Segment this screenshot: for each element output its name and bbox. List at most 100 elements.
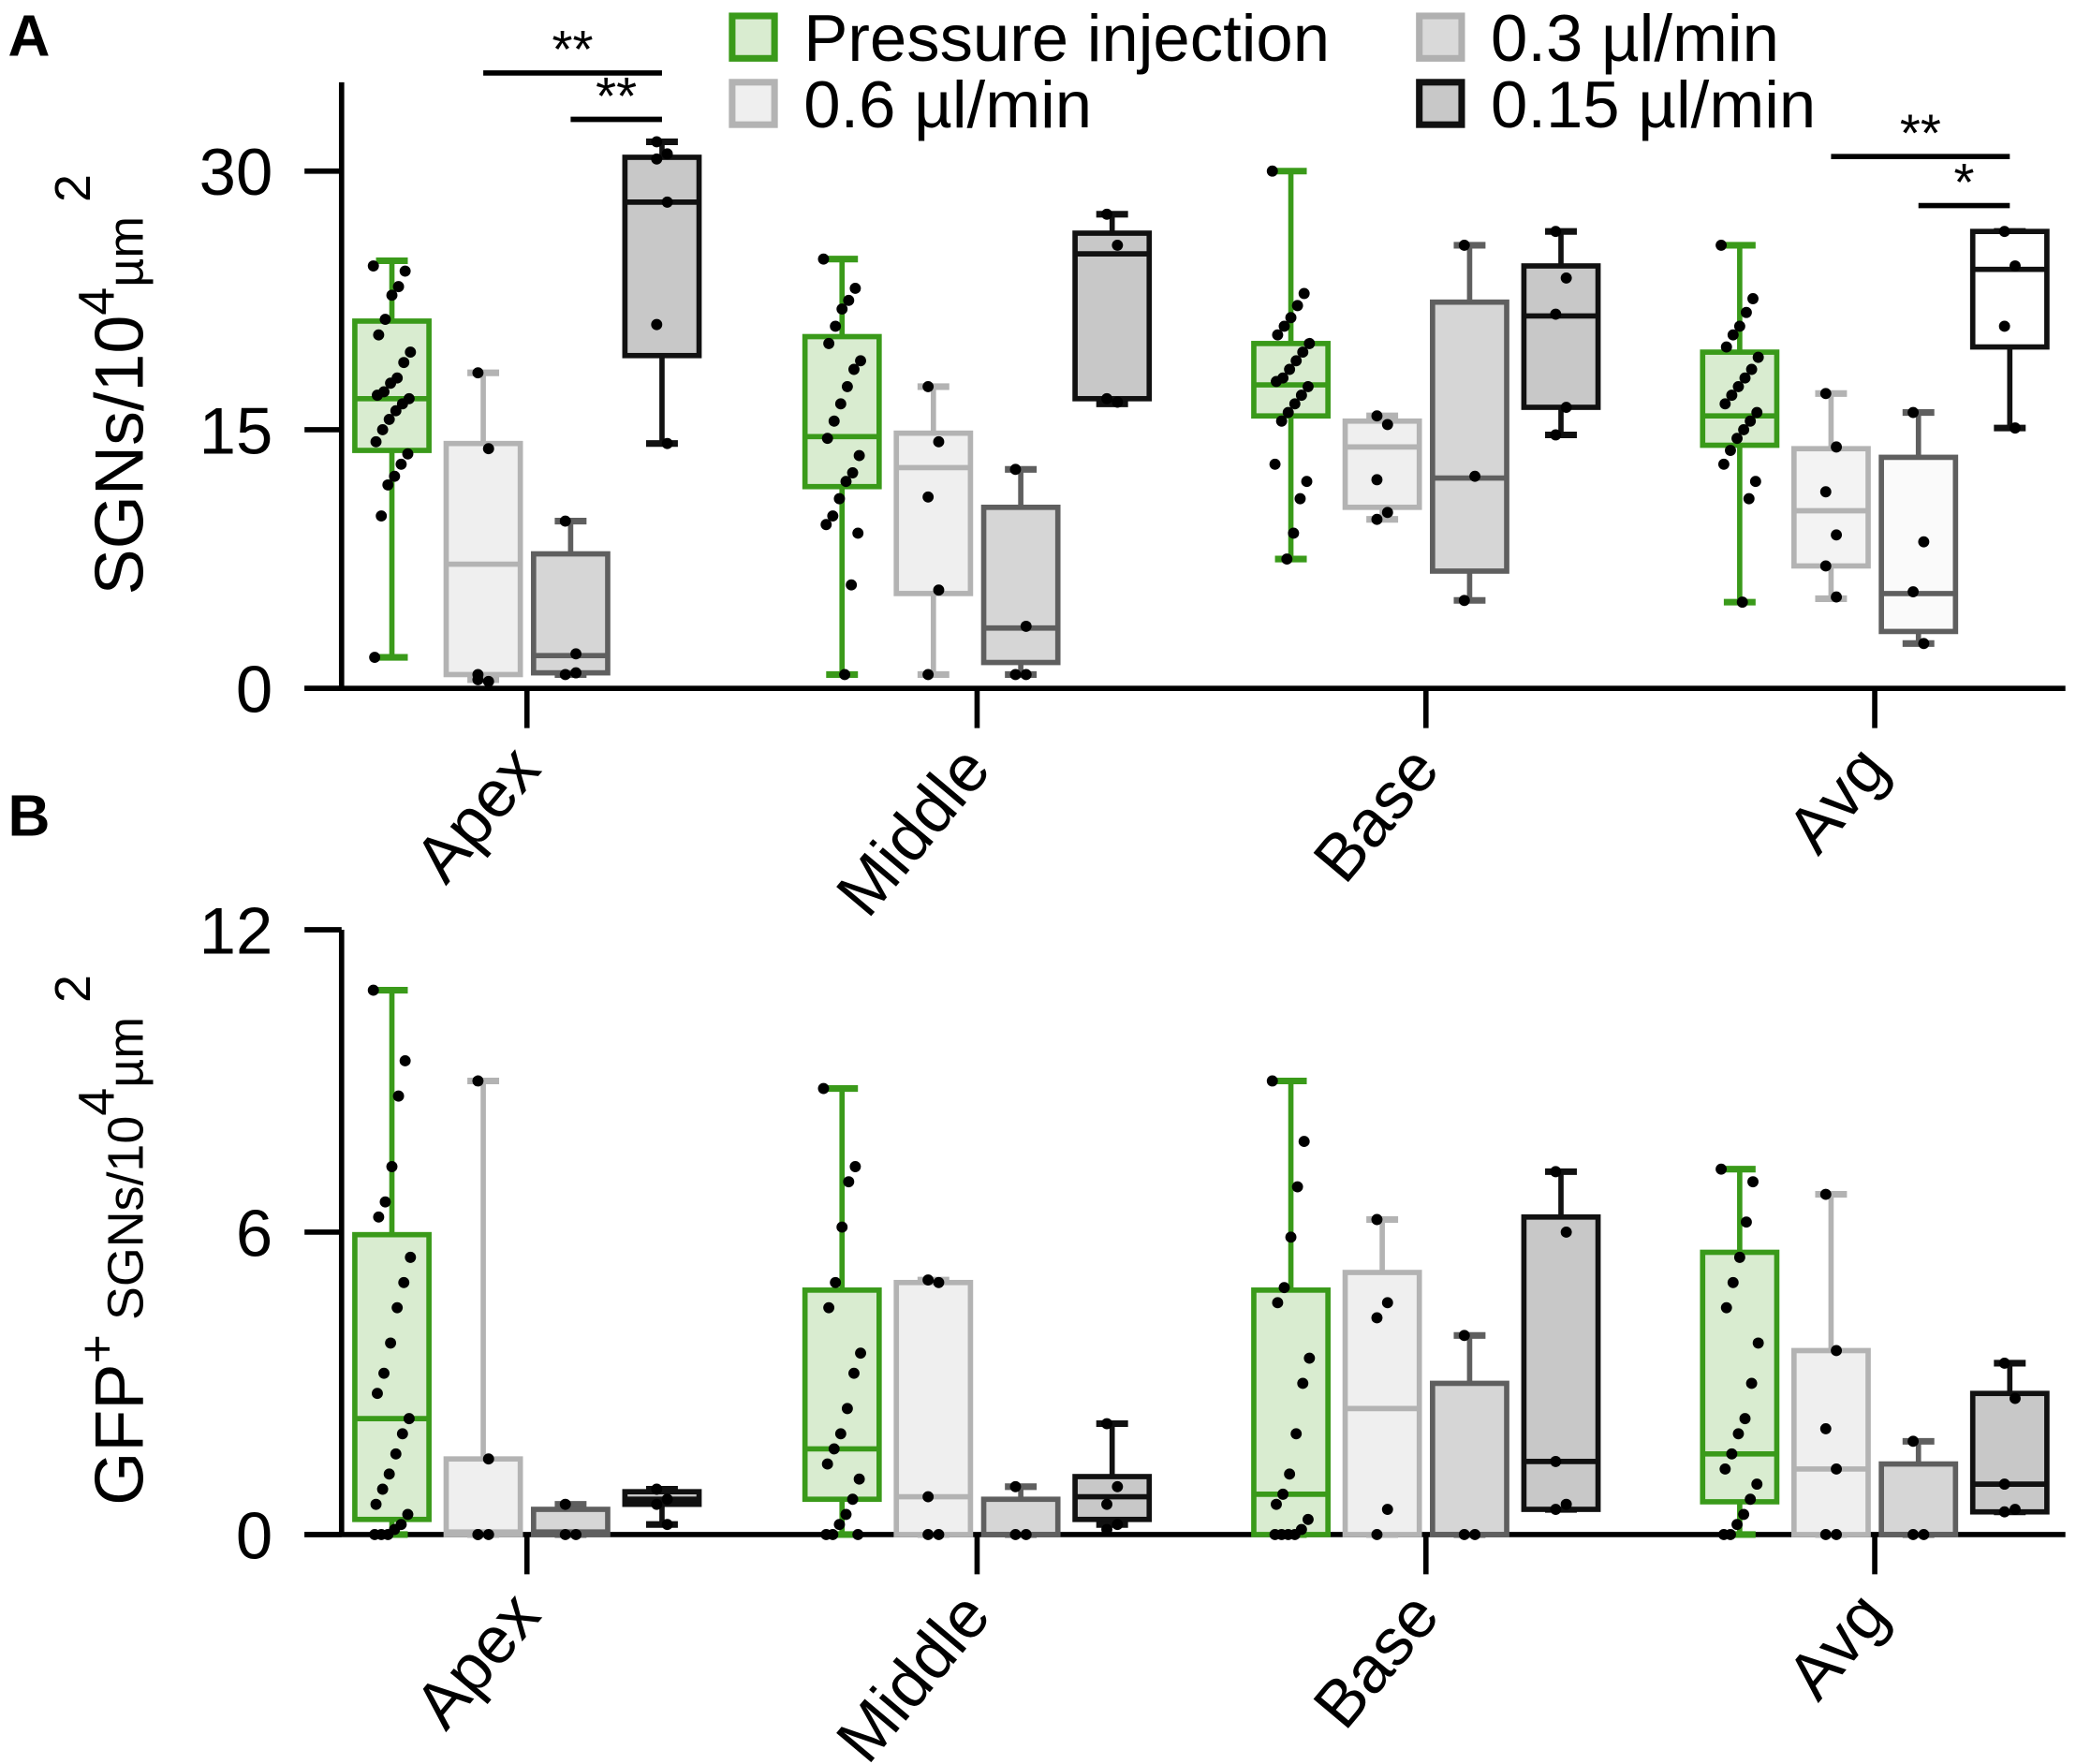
data-point [1998, 320, 2010, 332]
data-point [1719, 398, 1731, 410]
data-point [1745, 1377, 1758, 1389]
data-point [1294, 492, 1306, 505]
y-tick-label: 12 [199, 893, 273, 967]
data-point [403, 1413, 415, 1425]
box-iqr [802, 333, 882, 490]
data-point [1272, 329, 1284, 341]
y-label-sup0: + [69, 1334, 125, 1363]
data-point [1101, 392, 1112, 404]
data-point [1831, 529, 1843, 541]
data-point [378, 1367, 390, 1379]
data-point [482, 675, 494, 687]
significance-label: ** [552, 20, 594, 79]
data-point [922, 1274, 935, 1286]
x-tick-label-avg: Avg [1773, 1579, 1902, 1713]
data-point [386, 289, 398, 301]
data-point [472, 367, 484, 379]
data-point [651, 1498, 663, 1510]
data-point [651, 318, 663, 331]
data-point [389, 470, 401, 482]
data-point [559, 669, 571, 681]
data-point [390, 404, 402, 417]
data-point [841, 1403, 853, 1415]
legend-swatch [1416, 79, 1465, 128]
data-point [661, 196, 673, 208]
data-point [392, 1090, 405, 1102]
y-label-sup2: 2 [45, 975, 101, 1017]
data-point [370, 435, 382, 448]
data-point [1277, 1488, 1289, 1500]
data-point [1297, 346, 1309, 359]
data-point [1726, 390, 1738, 402]
data-point [1101, 208, 1112, 220]
data-point [821, 1458, 833, 1470]
data-point [1302, 380, 1314, 392]
box-iqr [1430, 1380, 1509, 1537]
y-label-unit: µm [98, 216, 155, 287]
data-point [1291, 300, 1303, 312]
data-point [1740, 1216, 1752, 1228]
x-tick-label-base: Base [1299, 732, 1452, 895]
data-point [1009, 669, 1022, 681]
data-point [1288, 527, 1300, 539]
data-point [823, 1301, 835, 1314]
data-point [1284, 363, 1296, 375]
data-point [2010, 1504, 2021, 1515]
data-point [1302, 1513, 1314, 1525]
x-tick-label-avg: Avg [1773, 732, 1902, 866]
data-point [1998, 1506, 2010, 1518]
data-point [1998, 1357, 2010, 1369]
data-point [834, 398, 847, 410]
y-tick-label: 15 [199, 393, 273, 467]
data-point [398, 357, 410, 369]
data-point [1101, 1523, 1112, 1536]
data-point [1295, 390, 1307, 402]
data-point [1285, 1231, 1297, 1243]
box-iqr [980, 504, 1061, 666]
box-base-2 [1430, 1330, 1509, 1540]
data-point [1720, 1301, 1732, 1314]
data-point [1290, 1428, 1303, 1440]
data-point [841, 380, 853, 392]
y-tick-label: 0 [236, 653, 272, 727]
box-apex-2 [530, 1498, 611, 1540]
box-middle-0 [802, 253, 882, 681]
x-tick-label-apex: Apex [400, 1579, 553, 1742]
data-point [1458, 1330, 1470, 1342]
data-point [840, 476, 852, 488]
box-iqr [1342, 1270, 1422, 1537]
data-point [396, 1428, 408, 1440]
box-iqr [802, 1287, 882, 1503]
y-label-text: GFP [81, 1363, 158, 1505]
data-point [1381, 507, 1393, 519]
data-point [661, 148, 673, 160]
data-point [373, 329, 385, 341]
data-point [1738, 424, 1750, 435]
data-point [1009, 1480, 1022, 1492]
data-point [373, 1211, 385, 1223]
box-apex-0 [352, 984, 432, 1540]
data-point [472, 1075, 484, 1087]
data-point [1731, 1519, 1743, 1531]
data-point [482, 1453, 494, 1465]
data-point [376, 424, 389, 435]
data-point [1381, 419, 1393, 431]
box-iqr [1072, 230, 1153, 402]
data-point [922, 1491, 935, 1503]
data-point [1819, 1422, 1832, 1434]
data-point [1112, 239, 1124, 251]
data-point [1020, 1528, 1032, 1540]
data-point [2010, 1392, 2021, 1404]
data-point [651, 136, 663, 148]
y-axis-label: GFP+ SGNs/104µm 2 [45, 975, 157, 1506]
x-tick-label-apex: Apex [400, 732, 553, 895]
box-apex-2 [530, 515, 611, 681]
data-point [1278, 1282, 1290, 1294]
legend-item: 0.6 µl/min [729, 67, 1092, 141]
data-point [1458, 595, 1470, 607]
legend-item: 0.15 µl/min [1416, 67, 1816, 141]
data-point [367, 260, 379, 272]
data-point [840, 1508, 852, 1521]
box-middle-1 [893, 380, 974, 681]
data-point [933, 584, 945, 596]
